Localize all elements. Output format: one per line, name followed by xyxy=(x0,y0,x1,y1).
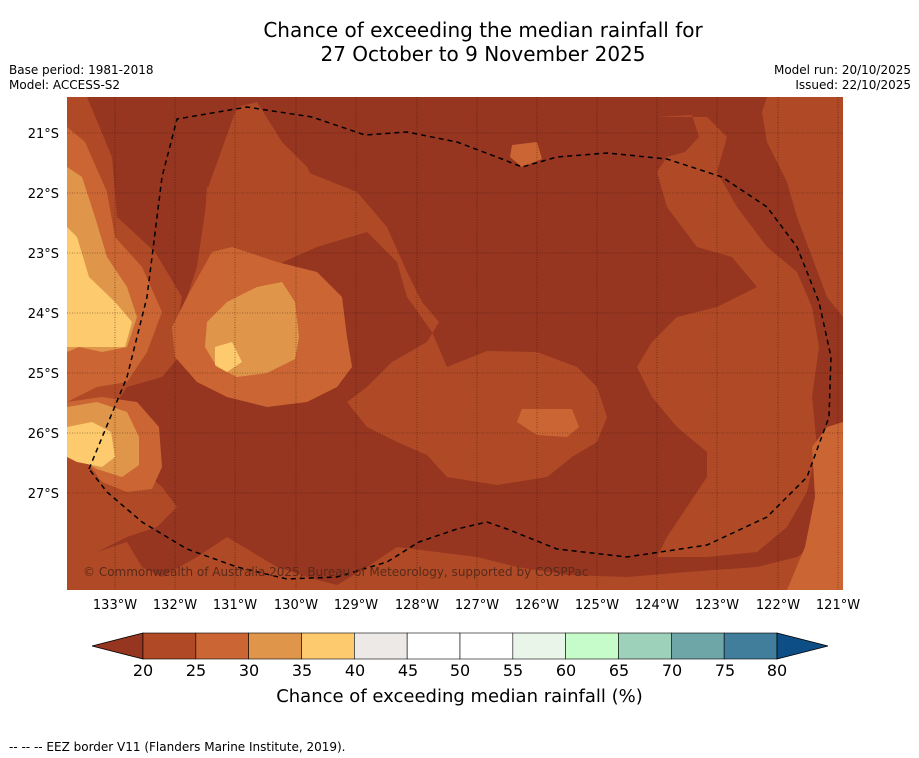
colorbar-under-arrow xyxy=(91,632,144,660)
colorbar-cell xyxy=(142,632,197,660)
colorbar-tick-45: 45 xyxy=(397,661,419,680)
meta-right: Model run: 20/10/2025 Issued: 22/10/2025 xyxy=(774,63,911,93)
eez-border xyxy=(88,106,832,580)
colorbar xyxy=(91,632,829,660)
lat-label-26s: 26°S xyxy=(27,427,59,442)
band-25-30-small-north xyxy=(510,142,542,167)
rainfall-map: © Commonwealth of Australia 2025, Bureau… xyxy=(67,97,843,590)
colorbar-tick-65: 65 xyxy=(608,661,630,680)
model-name: Model: ACCESS-S2 xyxy=(9,78,121,92)
colorbar-tick-50: 50 xyxy=(449,661,471,680)
lon-label-133w: 133°W xyxy=(92,598,138,613)
colorbar-cell xyxy=(406,632,461,660)
colorbar-over-arrow xyxy=(776,632,829,660)
lon-label-127w: 127°W xyxy=(454,598,500,613)
lat-label-25s: 25°S xyxy=(27,367,59,382)
colorbar-tick-35: 35 xyxy=(291,661,313,680)
band-20-25-northeast xyxy=(762,97,843,317)
colorbar-tick-25: 25 xyxy=(185,661,207,680)
colorbar-tick-20: 20 xyxy=(132,661,154,680)
title-line-1: Chance of exceeding the median rainfall … xyxy=(263,18,703,42)
lat-label-23s: 23°S xyxy=(27,247,59,262)
colorbar-tick-30: 30 xyxy=(238,661,260,680)
lon-label-125w: 125°W xyxy=(574,598,620,613)
colorbar-cell xyxy=(512,632,566,660)
lat-label-21s: 21°S xyxy=(27,127,59,142)
lat-label-27s: 27°S xyxy=(27,487,59,502)
band-35-40-west xyxy=(67,227,132,347)
chart-title: Chance of exceeding the median rainfall … xyxy=(0,18,919,66)
lon-label-131w: 131°W xyxy=(212,598,258,613)
lon-label-129w: 129°W xyxy=(333,598,379,613)
colorbar-cell xyxy=(723,632,778,660)
model-run: Model run: 20/10/2025 xyxy=(773,63,911,77)
lon-label-124w: 124°W xyxy=(634,598,680,613)
title-line-2: 27 October to 9 November 2025 xyxy=(320,42,646,66)
colorbar-label: Chance of exceeding median rainfall (%) xyxy=(276,686,643,707)
meta-left: Base period: 1981-2018 Model: ACCESS-S2 xyxy=(9,63,154,93)
lon-label-128w: 128°W xyxy=(394,598,440,613)
lon-label-123w: 123°W xyxy=(694,598,740,613)
eez-footnote: -- -- -- EEZ border V11 (Flanders Marine… xyxy=(9,740,346,754)
band-25-30-right-patch xyxy=(517,409,579,437)
lon-label-126w: 126°W xyxy=(514,598,560,613)
colorbar-tick-60: 60 xyxy=(555,661,577,680)
colorbar-cell xyxy=(618,632,672,660)
lon-label-122w: 122°W xyxy=(755,598,801,613)
colorbar-cell xyxy=(671,632,725,660)
colorbar-tick-75: 75 xyxy=(714,661,736,680)
lon-label-132w: 132°W xyxy=(152,598,198,613)
copyright-text: © Commonwealth of Australia 2025, Bureau… xyxy=(83,565,589,579)
colorbar-tick-80: 80 xyxy=(766,661,788,680)
colorbar-cell xyxy=(301,632,355,660)
colorbar-tick-70: 70 xyxy=(661,661,683,680)
map-canvas xyxy=(67,97,843,590)
lat-label-24s: 24°S xyxy=(27,307,59,322)
band-20-25-east xyxy=(637,115,819,557)
base-period: Base period: 1981-2018 xyxy=(9,63,154,77)
colorbar-tick-40: 40 xyxy=(344,661,366,680)
band-25-30-east xyxy=(787,422,843,590)
colorbar-cell xyxy=(459,632,514,660)
lat-label-22s: 22°S xyxy=(27,187,59,202)
colorbar-cell xyxy=(354,632,408,660)
colorbar-cell xyxy=(565,632,619,660)
band-20-25-south xyxy=(67,517,843,590)
colorbar-cell xyxy=(195,632,249,660)
lon-label-130w: 130°W xyxy=(273,598,319,613)
issued-date: Issued: 22/10/2025 xyxy=(795,78,911,92)
colorbar-tick-55: 55 xyxy=(502,661,524,680)
colorbar-cell xyxy=(248,632,302,660)
graticule xyxy=(67,97,843,590)
band-20-25-central xyxy=(177,167,607,485)
lon-label-121w: 121°W xyxy=(815,598,861,613)
